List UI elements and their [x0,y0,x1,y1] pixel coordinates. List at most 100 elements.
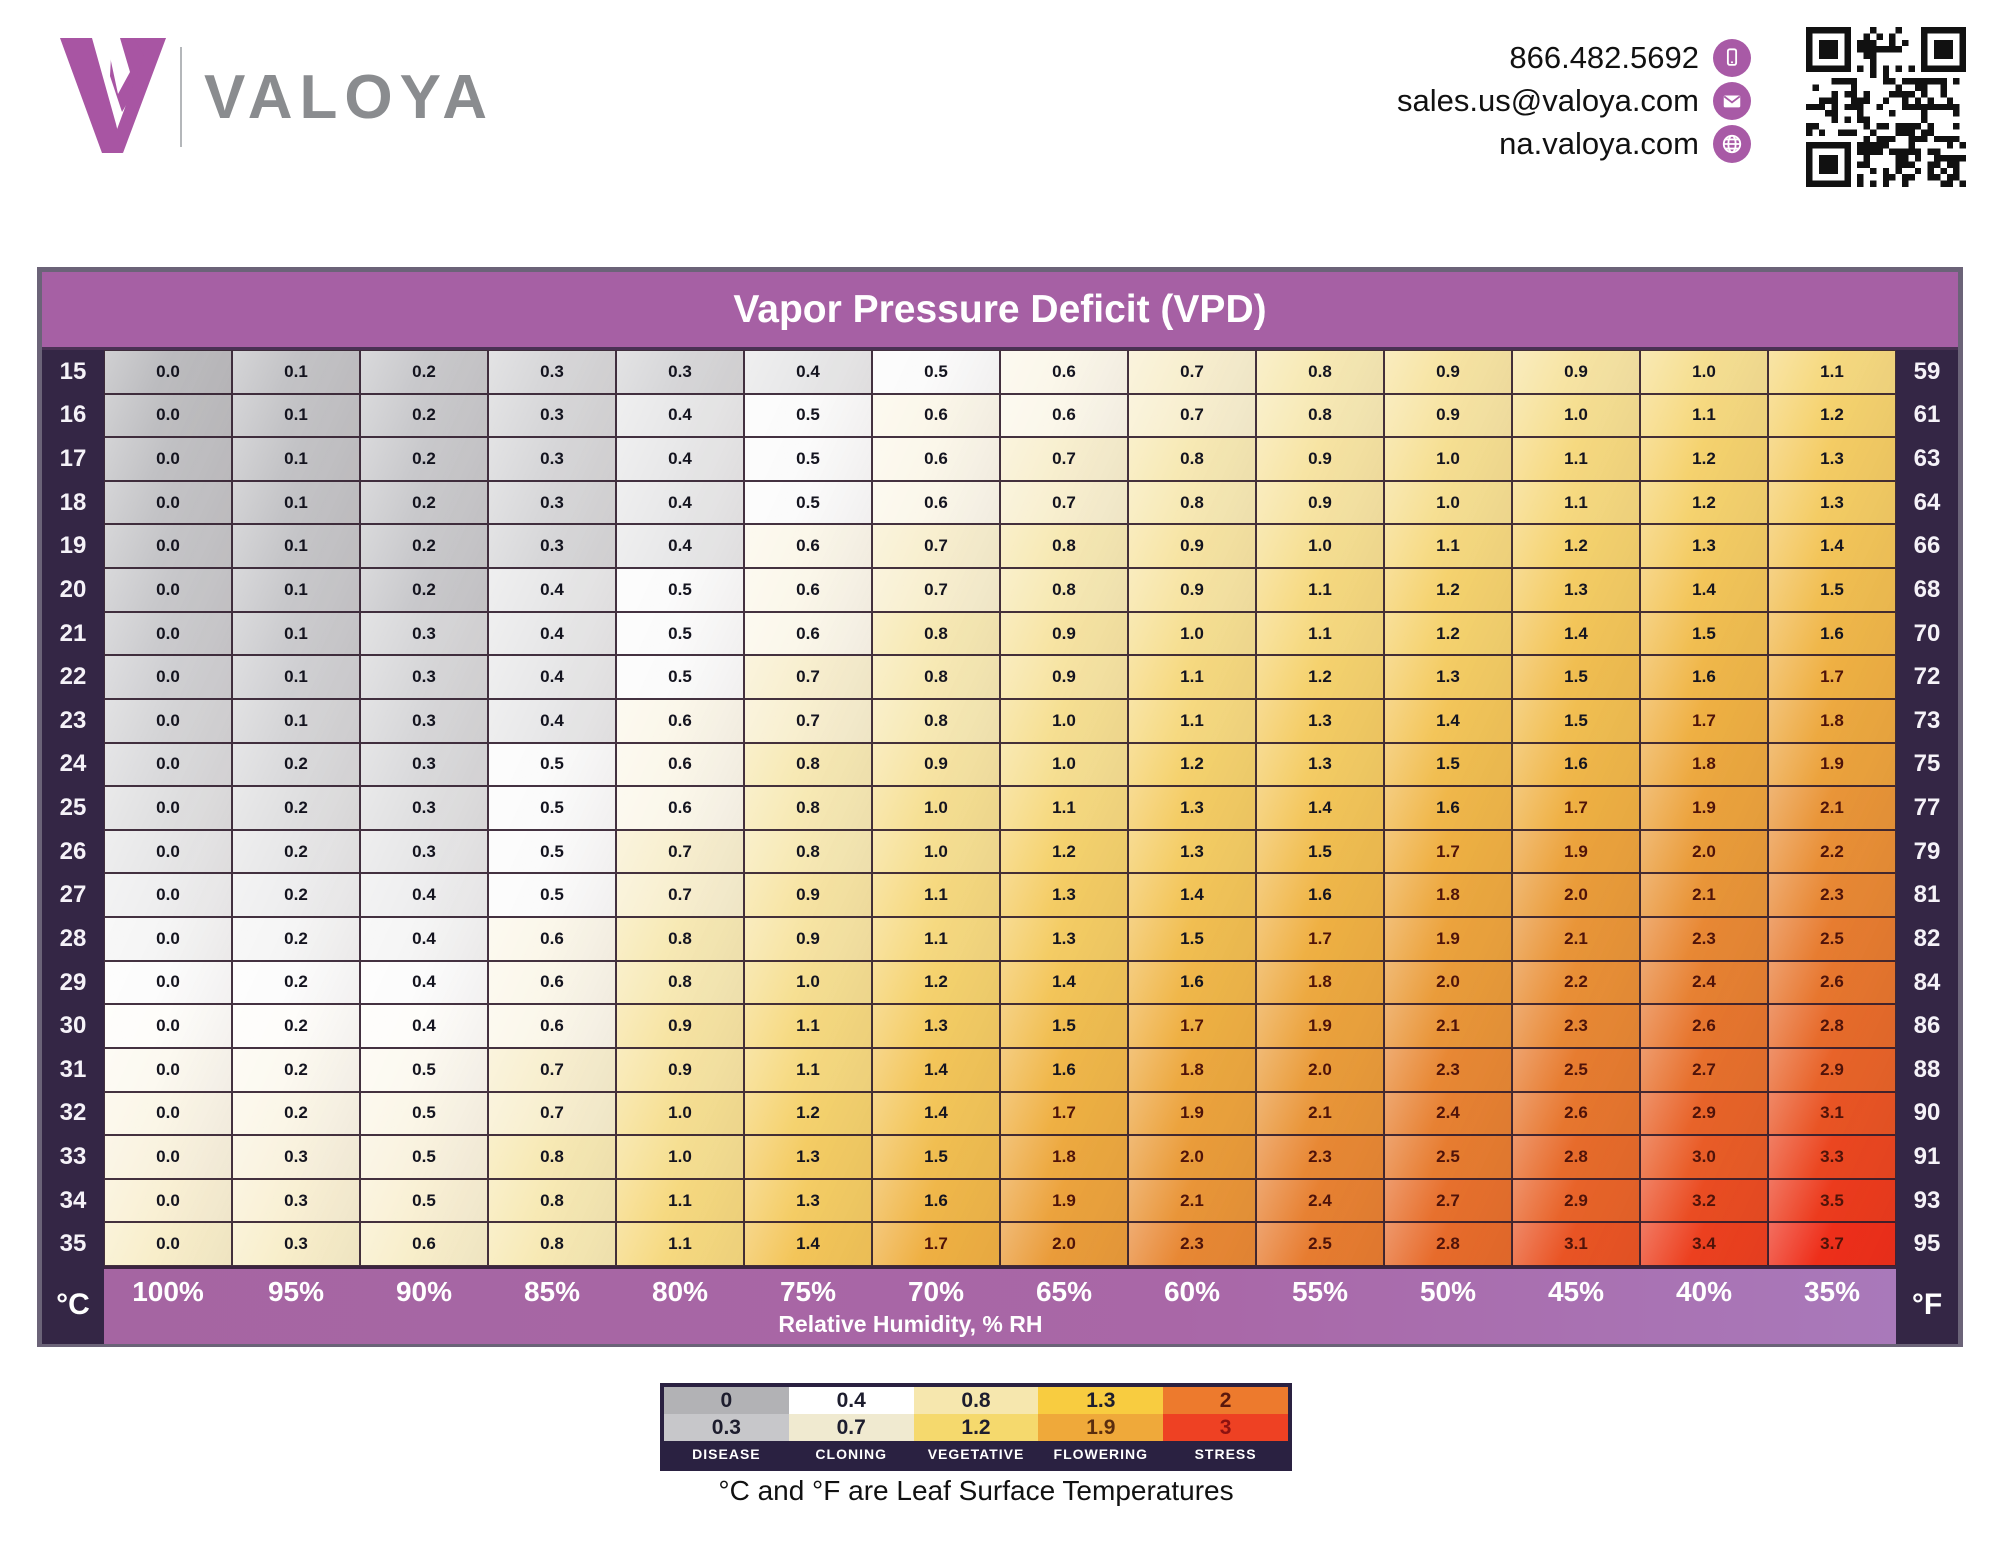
vpd-cell: 0.8 [1128,437,1256,481]
vpd-cell: 1.1 [1768,350,1896,394]
vpd-cell: 2.8 [1512,1135,1640,1179]
vpd-cell: 0.8 [872,655,1000,699]
temp-f-label: 91 [1913,1143,1941,1171]
temp-c-label: 29 [59,968,87,996]
temp-c-label: 15 [59,357,87,385]
contact-website-row: na.valoya.com [1397,122,1751,165]
legend-stage-label: CLONING [815,1446,887,1462]
vpd-cell: 0.9 [1128,524,1256,569]
vpd-cell: 1.0 [872,829,1000,874]
vpd-cell: 1.8 [1384,873,1512,918]
rh-column-label: 100% [132,1276,204,1307]
vpd-cell: 0.6 [872,480,1000,525]
valoya-logo: VALOYA [60,38,494,156]
temp-c-label: 19 [59,532,87,560]
temp-f-label: 68 [1913,575,1941,603]
vpd-cell: 1.0 [1384,480,1512,525]
rh-column-label: 40% [1675,1276,1733,1307]
vpd-cell: 0.1 [232,568,360,612]
rh-column-label: 50% [1419,1276,1477,1307]
vpd-cell: 0.2 [360,480,488,525]
temp-c-label: 26 [59,837,87,865]
vpd-cell: 1.0 [1512,393,1640,438]
temp-c-label: 21 [59,619,87,647]
vpd-cell: 0.2 [232,742,360,787]
vpd-cell: 3.5 [1768,1178,1896,1223]
vpd-cell: 0.8 [616,917,744,961]
vpd-cell: 0.3 [232,1135,360,1179]
vpd-cell: 0.6 [872,437,1000,481]
vpd-cell: 3.1 [1768,1091,1896,1136]
contact-phone-row: 866.482.5692 [1397,36,1751,79]
legend-value-cell: 1.2 [913,1414,1039,1441]
vpd-cell: 0.9 [616,1004,744,1048]
vpd-cell: 1.3 [1640,524,1768,569]
vpd-cell: 0.3 [488,393,616,438]
vpd-cell: 1.2 [1384,611,1512,656]
vpd-cell: 1.1 [1512,480,1640,525]
vpd-cell: 1.0 [1640,350,1768,394]
vpd-cell: 0.4 [360,917,488,961]
vpd-cell: 0.9 [1384,393,1512,438]
vpd-cell: 2.1 [1512,917,1640,961]
vpd-cell: 2.0 [1512,873,1640,918]
email-address: sales.us@valoya.com [1397,82,1699,118]
vpd-cell: 0.6 [616,786,744,830]
vpd-cell: 1.1 [872,917,1000,961]
vpd-cell: 1.3 [744,1178,872,1223]
legend-value-cell: 0.8 [913,1387,1039,1414]
vpd-cell: 1.0 [744,960,872,1005]
vpd-cell: 0.9 [1128,568,1256,612]
vpd-cell: 1.1 [1256,568,1384,612]
vpd-cell: 2.5 [1256,1222,1384,1266]
vpd-cell: 0.1 [232,524,360,569]
vpd-cell: 1.2 [1256,655,1384,699]
vpd-cell: 0.3 [488,437,616,481]
vpd-cell: 0.3 [232,1222,360,1266]
temp-c-label: 32 [59,1099,87,1127]
vpd-cell: 0.3 [360,655,488,699]
qr-code [1806,27,1966,187]
table-body: 15 16 17 18 19 20 21 22 23 24 25 26 27 28 29 30 31 32 33 34… [42,350,1958,1344]
vpd-cell: 0.4 [360,873,488,918]
vpd-cell: 0.1 [232,698,360,743]
vpd-cell: 2.3 [1512,1004,1640,1048]
rh-column-label: 45% [1547,1276,1605,1307]
vpd-cell: 0.8 [744,829,872,874]
phone-icon [1713,38,1751,77]
temp-c-label: 24 [59,750,87,778]
vpd-cell: 2.7 [1384,1178,1512,1223]
vpd-cell: 0.8 [1000,568,1128,612]
legend-value-cell: 1.9 [1038,1414,1164,1441]
vpd-cell: 1.3 [1768,437,1896,481]
vpd-cell: 0.2 [232,960,360,1005]
vpd-cell: 0.4 [360,960,488,1005]
vpd-cell: 0.4 [616,393,744,438]
vpd-cell: 1.5 [1512,655,1640,699]
vpd-cell: 0.8 [744,742,872,787]
logo-v-icon [60,38,166,153]
temp-c-label: 25 [59,794,87,822]
vpd-cell: 0.8 [744,786,872,830]
vpd-cell: 0.4 [616,480,744,525]
temp-f-label: 72 [1913,663,1941,691]
vpd-cell: 1.6 [1384,786,1512,830]
vpd-cell: 0.5 [360,1135,488,1179]
vpd-cell: 2.0 [1000,1222,1128,1266]
vpd-cell: 2.5 [1512,1047,1640,1092]
vpd-cell: 0.9 [1256,480,1384,525]
vpd-cell: 0.6 [360,1222,488,1266]
temp-f-label: 88 [1913,1055,1941,1083]
vpd-cell: 1.3 [744,1135,872,1179]
vpd-cell: 2.1 [1384,1004,1512,1048]
contact-block: 866.482.5692 sales.us@valoya.com na.valo… [1397,36,1751,165]
vpd-cell: 0.9 [1384,350,1512,394]
legend-stage-label: STRESS [1194,1446,1257,1462]
vpd-cell: 1.8 [1128,1047,1256,1092]
vpd-cell: 1.2 [1000,829,1128,874]
vpd-cell: 0.0 [104,611,232,656]
temp-f-label: 81 [1913,881,1941,909]
vpd-cell: 0.7 [488,1091,616,1136]
vpd-cell: 0.9 [1512,350,1640,394]
vpd-cell: 0.8 [488,1178,616,1223]
